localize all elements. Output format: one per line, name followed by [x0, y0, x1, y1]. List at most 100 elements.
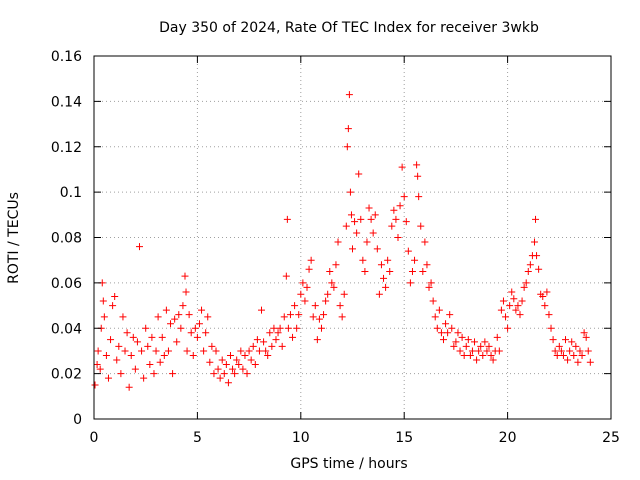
- y-tick-label: 0.14: [51, 94, 82, 110]
- x-tick-label: 20: [499, 430, 517, 446]
- data-point: [111, 292, 119, 300]
- data-point: [510, 295, 518, 303]
- plot-frame: [93, 55, 612, 420]
- data-point: [485, 342, 493, 350]
- data-point: [117, 370, 125, 378]
- data-point: [131, 365, 139, 373]
- data-point: [530, 238, 538, 246]
- data-point: [313, 336, 321, 344]
- data-point: [508, 288, 516, 296]
- data-point: [191, 324, 199, 332]
- data-point: [268, 342, 276, 350]
- data-point: [158, 333, 166, 341]
- data-point: [295, 311, 303, 319]
- data-point: [346, 188, 354, 196]
- data-point: [419, 268, 427, 276]
- data-point: [212, 347, 220, 355]
- data-point: [524, 268, 532, 276]
- data-point: [460, 351, 468, 359]
- data-point: [344, 125, 352, 133]
- data-point: [439, 336, 447, 344]
- data-point: [545, 311, 553, 319]
- data-point: [175, 311, 183, 319]
- data-point: [562, 336, 570, 344]
- data-point: [535, 265, 543, 273]
- data-point: [353, 229, 361, 237]
- data-point: [315, 315, 323, 323]
- x-axis-ticks: 0 5 10 15 20 25: [90, 56, 620, 446]
- data-point: [255, 347, 263, 355]
- data-point: [396, 202, 404, 210]
- data-point: [146, 361, 154, 369]
- data-point: [301, 297, 309, 305]
- data-point: [359, 256, 367, 264]
- data-point: [349, 245, 356, 253]
- data-point: [189, 351, 197, 359]
- data-point: [171, 315, 179, 323]
- data-point: [328, 279, 336, 287]
- data-point: [375, 290, 383, 298]
- data-point: [96, 365, 104, 373]
- data-point: [392, 215, 400, 223]
- data-point: [229, 365, 237, 373]
- data-point: [338, 313, 346, 321]
- data-point: [541, 302, 549, 310]
- data-point: [551, 347, 559, 355]
- data-point: [278, 342, 286, 350]
- data-point: [198, 306, 206, 314]
- data-point: [564, 356, 572, 364]
- data-point: [210, 370, 218, 378]
- data-point: [330, 283, 338, 291]
- y-tick-label: 0: [73, 412, 82, 428]
- data-point: [334, 238, 342, 246]
- data-point: [454, 329, 462, 337]
- data-point: [456, 347, 464, 355]
- data-point: [514, 302, 522, 310]
- data-point: [140, 374, 148, 382]
- data-point: [322, 297, 330, 305]
- data-point: [94, 347, 102, 355]
- data-point: [133, 338, 141, 346]
- data-point: [204, 313, 212, 321]
- data-point: [361, 268, 369, 276]
- data-point: [218, 356, 226, 364]
- data-point: [493, 333, 501, 341]
- data-point: [437, 329, 445, 337]
- data-point: [504, 324, 512, 332]
- data-point: [121, 347, 129, 355]
- x-tick-label: 10: [292, 430, 310, 446]
- data-point: [154, 313, 162, 321]
- data-point: [547, 324, 555, 332]
- data-point: [481, 338, 489, 346]
- data-point: [156, 358, 164, 366]
- data-point: [487, 351, 495, 359]
- data-point: [347, 211, 355, 219]
- data-point: [283, 215, 291, 223]
- data-point: [262, 347, 270, 355]
- data-point: [129, 333, 137, 341]
- data-point: [557, 347, 565, 355]
- data-point: [570, 351, 578, 359]
- data-point: [264, 351, 272, 359]
- data-point: [307, 256, 315, 264]
- data-point: [173, 338, 181, 346]
- data-point: [568, 338, 576, 346]
- data-point: [107, 336, 115, 344]
- data-point: [187, 329, 195, 337]
- data-point: [555, 342, 563, 350]
- data-point: [357, 215, 365, 223]
- data-point: [427, 279, 435, 287]
- data-point: [466, 351, 474, 359]
- data-point: [458, 333, 466, 341]
- data-point: [406, 279, 414, 287]
- data-point: [471, 338, 479, 346]
- data-point: [164, 347, 172, 355]
- data-point: [258, 306, 266, 314]
- data-point: [237, 347, 245, 355]
- data-point: [144, 342, 152, 350]
- data-point: [291, 302, 299, 310]
- data-point: [446, 311, 454, 319]
- data-point: [123, 329, 131, 337]
- data-point: [253, 336, 261, 344]
